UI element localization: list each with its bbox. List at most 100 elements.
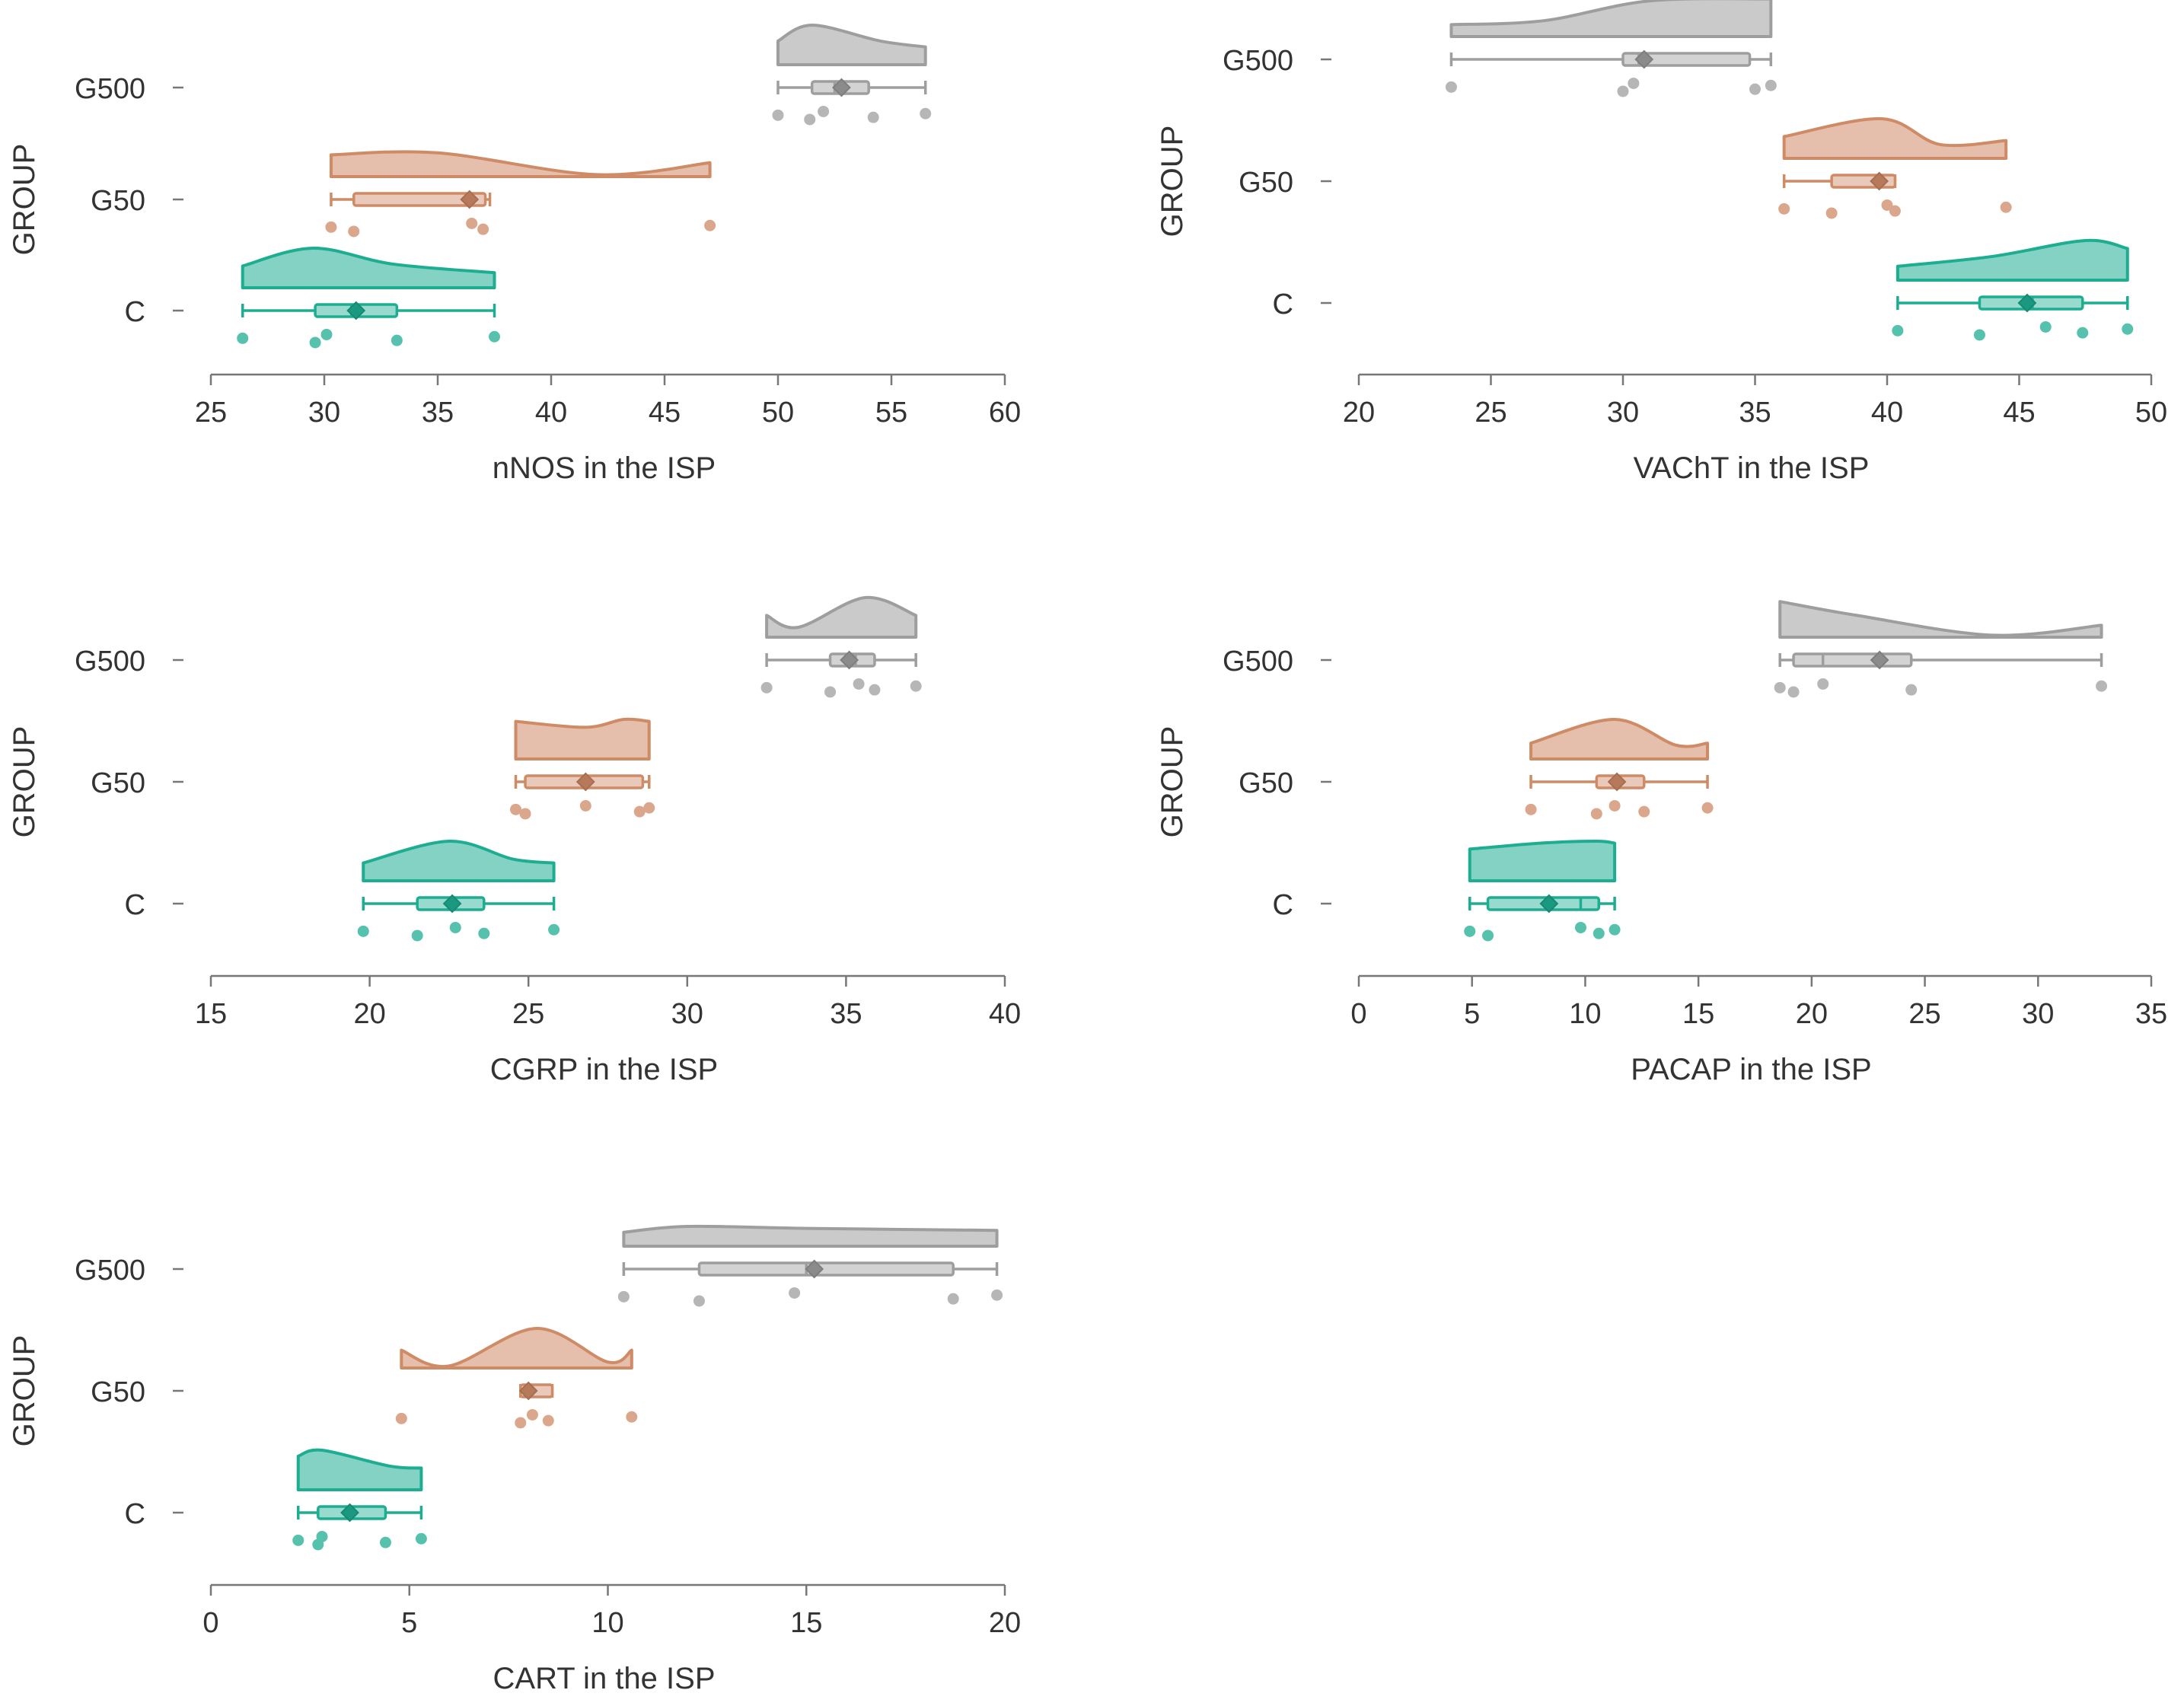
data-point — [1638, 805, 1650, 818]
x-tick-label: 50 — [762, 397, 794, 429]
data-point — [1525, 803, 1537, 815]
x-tick-label: 35 — [1739, 397, 1771, 429]
data-point — [411, 930, 423, 942]
series-g500 — [1445, 0, 1777, 97]
series-c — [1892, 238, 2134, 341]
data-point — [1482, 930, 1494, 942]
data-point — [1881, 199, 1893, 211]
panel-4: 0 5 10 15 20 25 30 35 PACAP in the ISP C G50 G500 GR… — [1156, 600, 2167, 1086]
data-point — [309, 336, 321, 349]
data-point — [869, 684, 881, 696]
x-tick-label: 25 — [1475, 397, 1506, 429]
y-tick-label: C — [1273, 889, 1293, 921]
density-cloud — [1529, 717, 1710, 761]
data-point — [1825, 207, 1838, 219]
mean-marker — [575, 772, 595, 792]
data-point — [1593, 927, 1605, 939]
iqr-box — [1621, 52, 1752, 67]
data-point — [1617, 85, 1629, 97]
data-point — [1817, 678, 1829, 690]
x-tick-label: 40 — [1871, 397, 1903, 429]
data-point — [542, 1414, 554, 1427]
mean-marker — [460, 190, 480, 209]
density-cloud — [1778, 600, 2103, 639]
series-c — [357, 839, 560, 942]
data-point — [415, 1532, 427, 1545]
series-g500 — [760, 595, 922, 698]
data-point — [395, 1412, 407, 1424]
data-point — [704, 219, 716, 231]
data-point — [853, 678, 865, 690]
mean-marker — [832, 78, 851, 97]
x-tick-label: 50 — [2135, 397, 2167, 429]
data-point — [466, 217, 478, 229]
data-point — [489, 330, 500, 343]
data-point — [2000, 201, 2012, 213]
data-point — [348, 225, 360, 238]
y-tick-label: G50 — [91, 767, 145, 799]
data-point — [237, 332, 249, 344]
data-point — [1787, 686, 1800, 698]
data-point — [357, 925, 369, 937]
data-point — [478, 927, 490, 939]
x-tick-label: 45 — [2003, 397, 2035, 429]
x-tick-label: 30 — [1607, 397, 1639, 429]
x-axis-title: CART in the ISP — [493, 1662, 716, 1695]
data-point — [320, 328, 333, 340]
data-point — [579, 799, 591, 812]
density-cloud — [1782, 116, 2008, 160]
series-g50 — [395, 1326, 638, 1429]
y-tick-label: C — [1273, 289, 1293, 320]
series-g50 — [1525, 717, 1714, 820]
data-point — [449, 921, 461, 933]
y-tick-label: G50 — [1239, 167, 1293, 199]
data-point — [910, 680, 922, 692]
y-tick-label: G500 — [75, 646, 145, 678]
y-tick-label: G500 — [1223, 45, 1293, 77]
data-point — [633, 805, 646, 818]
x-tick-label: 15 — [1682, 998, 1714, 1030]
data-point — [325, 221, 337, 233]
x-tick-label: 0 — [202, 1607, 218, 1639]
mean-marker — [1634, 49, 1654, 69]
mean-marker — [1870, 650, 1889, 670]
data-point — [1765, 79, 1777, 91]
density-cloud — [514, 717, 651, 761]
data-point — [804, 113, 816, 126]
iqr-box — [1792, 652, 1913, 668]
data-point — [1445, 81, 1457, 93]
x-tick-label: 25 — [1908, 998, 1940, 1030]
x-tick-label: 10 — [591, 1607, 623, 1639]
x-tick-label: 35 — [422, 397, 454, 429]
data-point — [316, 1530, 328, 1542]
x-tick-label: 0 — [1350, 998, 1366, 1030]
y-tick-label: G50 — [1239, 767, 1293, 799]
y-axis-title: GROUP — [8, 144, 41, 256]
x-tick-label: 35 — [2135, 998, 2167, 1030]
data-point — [1701, 802, 1714, 814]
data-point — [991, 1289, 1003, 1301]
x-tick-label: 20 — [1796, 998, 1828, 1030]
panel-2: 20 25 30 35 40 45 50 VAChT in the ISP C G50 G500 GR… — [1156, 0, 2167, 485]
data-point — [626, 1411, 638, 1423]
x-tick-label: 40 — [989, 998, 1021, 1030]
panel-1: 25 30 35 40 45 50 55 60 nNOS in the ISP C G50 G500 G… — [8, 24, 1021, 485]
x-tick-label: 40 — [535, 397, 567, 429]
mean-marker — [518, 1381, 538, 1401]
x-tick-label: 45 — [649, 397, 681, 429]
data-point — [1609, 799, 1621, 812]
data-point — [617, 1290, 630, 1303]
data-point — [2039, 320, 2052, 333]
data-point — [643, 802, 655, 814]
mean-marker — [2017, 293, 2037, 313]
x-tick-label: 20 — [353, 998, 385, 1030]
x-tick-label: 35 — [830, 998, 862, 1030]
series-g500 — [617, 1224, 1003, 1307]
data-point — [1590, 808, 1602, 820]
panel-5: 0 5 10 15 20 CART in the ISP C G50 G500 GROUP — [8, 1224, 1021, 1695]
x-tick-label: 25 — [512, 998, 544, 1030]
data-point — [519, 808, 531, 820]
data-point — [379, 1536, 391, 1548]
data-point — [292, 1534, 304, 1546]
